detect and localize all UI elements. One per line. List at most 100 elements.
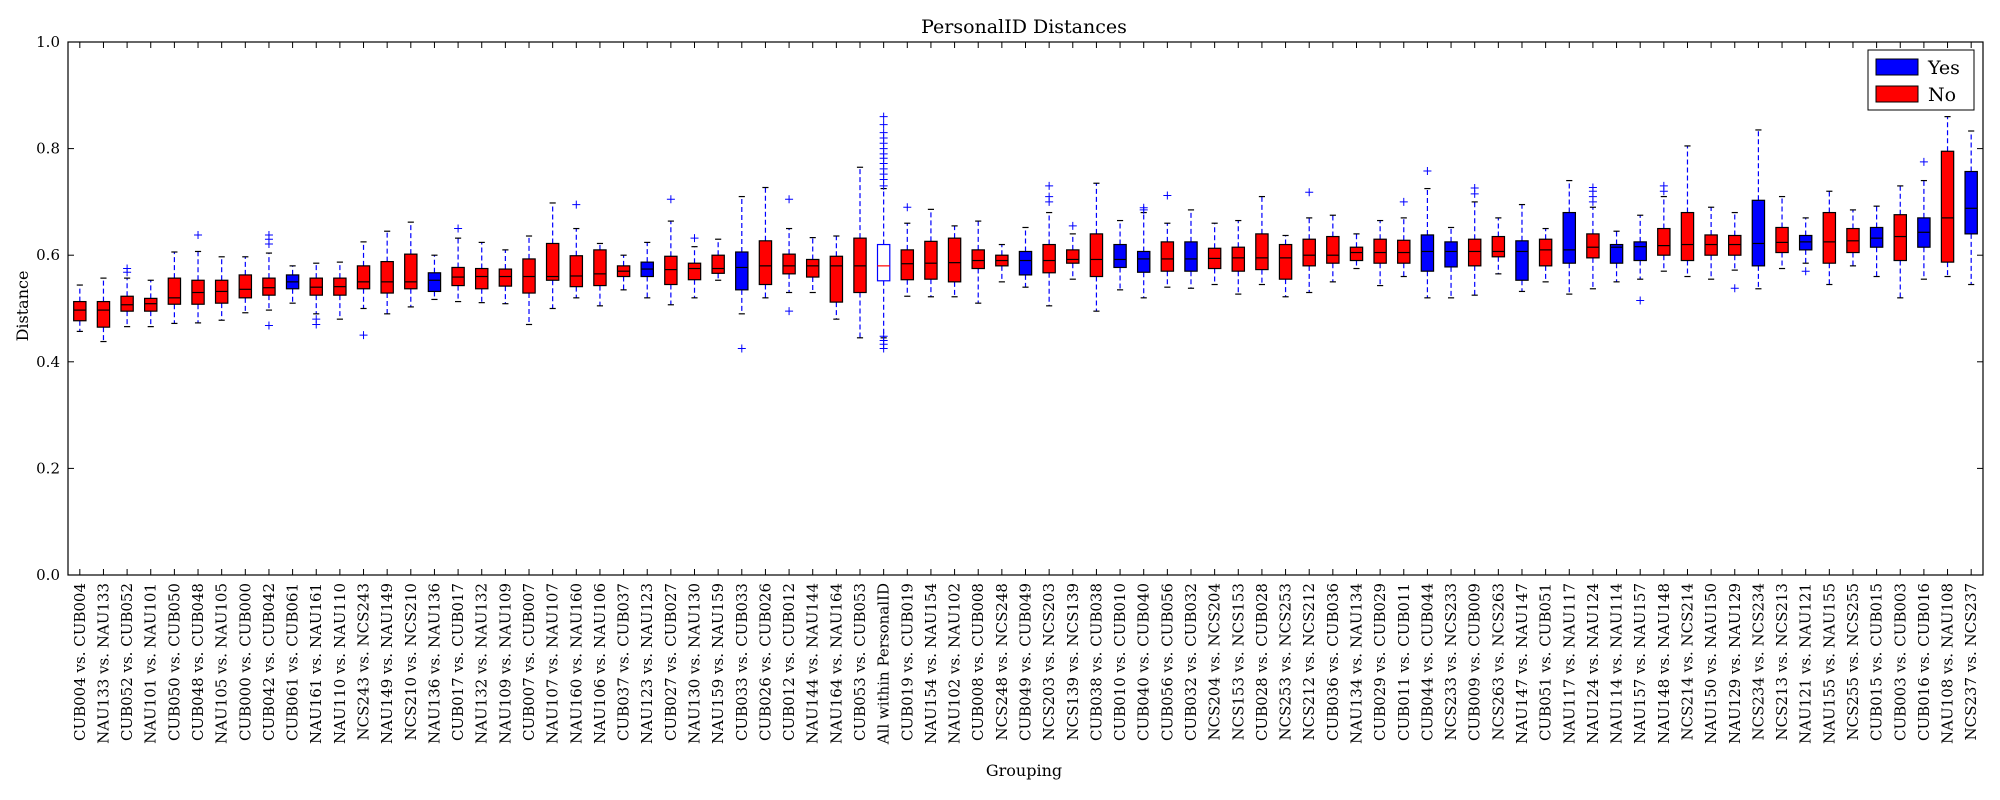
- flier-point: [737, 344, 746, 353]
- box-item: [1184, 209, 1198, 289]
- legend-label: Yes: [1927, 57, 1960, 79]
- x-tick-label: CUB032 vs. CUB032: [1182, 583, 1200, 741]
- box-item: [356, 241, 371, 340]
- box-item: [545, 202, 560, 310]
- box-body: [900, 249, 915, 281]
- x-tick-label: NAU101 vs. NAU101: [142, 583, 160, 744]
- box-item: [1089, 182, 1104, 312]
- x-tick-label: CUB052 vs. CUB052: [118, 583, 136, 741]
- x-tick-label: NAU107 vs. NAU107: [544, 583, 562, 744]
- box-item: [1467, 184, 1482, 296]
- x-tick-label: NCS153 vs. NCS153: [1229, 583, 1247, 741]
- box-item: [1893, 185, 1908, 299]
- x-tick-label: NCS237 vs. NCS237: [1962, 583, 1980, 741]
- x-tick-label: CUB048 vs. CUB048: [189, 583, 207, 741]
- box-body: [238, 274, 253, 299]
- box-item: [1160, 191, 1175, 288]
- x-tick-label: CUB003 vs. CUB003: [1891, 583, 1909, 741]
- flier-point: [1801, 267, 1810, 276]
- x-tick-label: NAU133 vs. NAU133: [94, 583, 112, 744]
- box-item: [1964, 130, 1978, 286]
- box-item: [1136, 203, 1151, 299]
- flier-point: [312, 315, 321, 324]
- x-tick-label: CUB004 vs. CUB004: [71, 583, 89, 741]
- box-item: [805, 237, 820, 294]
- box-body: [1775, 226, 1789, 254]
- box-item: [853, 166, 867, 339]
- box-item: [947, 225, 962, 298]
- box-item: [971, 220, 985, 304]
- x-tick-label: NAU117 vs. NAU117: [1560, 583, 1578, 744]
- box-item: [1302, 188, 1316, 294]
- x-tick-label: NAU159 vs. NAU159: [709, 583, 727, 744]
- flier-point: [1139, 203, 1148, 212]
- box-item: [1207, 222, 1222, 286]
- x-tick-label: CUB019 vs. CUB019: [898, 583, 916, 741]
- flier-point: [1470, 184, 1479, 193]
- box-body: [924, 240, 938, 280]
- flier-point: [1919, 157, 1928, 166]
- x-tick-label: NAU155 vs. NAU155: [1820, 583, 1838, 744]
- legend-label: No: [1928, 84, 1956, 106]
- box-item: [687, 234, 702, 299]
- box-body: [829, 255, 844, 303]
- x-tick-label: NAU102 vs. NAU102: [946, 583, 964, 744]
- x-tick-label: NAU144 vs. NAU144: [804, 583, 822, 744]
- flier-point: [1399, 197, 1408, 206]
- box-body: [1113, 243, 1127, 269]
- y-axis-label: Distance: [13, 271, 32, 342]
- x-tick-label: CUB029 vs. CUB029: [1371, 583, 1389, 741]
- box-item: [758, 186, 773, 299]
- box-item: [120, 264, 134, 328]
- flier-point: [666, 195, 675, 204]
- flier-point: [879, 120, 888, 129]
- y-tick-label: 0.8: [36, 140, 60, 158]
- box-body: [498, 268, 513, 287]
- box-body: [73, 300, 87, 322]
- box-body: [687, 262, 702, 281]
- box-item: [451, 224, 465, 303]
- y-tick-label: 0.6: [36, 246, 60, 264]
- box-body: [1893, 214, 1908, 262]
- box-body: [1444, 241, 1458, 268]
- flier-point: [1163, 191, 1172, 200]
- x-tick-label: CUB038 vs. CUB038: [1087, 583, 1105, 741]
- x-tick-label: CUB061 vs. CUB061: [284, 583, 302, 741]
- box-body: [144, 297, 158, 312]
- flier-point: [1659, 181, 1668, 190]
- box-body: [711, 254, 725, 274]
- x-tick-label: NCS139 vs. NCS139: [1064, 583, 1082, 741]
- box-body: [167, 277, 182, 305]
- box-body: [1255, 233, 1269, 271]
- box-item: [1538, 227, 1553, 283]
- x-tick-label: NCS253 vs. NCS253: [1277, 583, 1295, 741]
- x-tick-label: NAU154 vs. NAU154: [922, 583, 940, 744]
- box-body: [1798, 234, 1813, 251]
- x-tick-label: NAU124 vs. NAU124: [1584, 583, 1602, 744]
- y-tick-label: 0.4: [36, 353, 60, 371]
- box-body: [782, 253, 796, 275]
- box-item: [167, 251, 182, 325]
- flier-point: [1045, 181, 1054, 190]
- box-item: [900, 203, 915, 297]
- x-tick-label: CUB033 vs. CUB033: [733, 583, 751, 741]
- box-body: [947, 237, 962, 283]
- x-tick-label: NCS214 vs. NCS214: [1678, 583, 1696, 741]
- flier-point: [879, 332, 888, 341]
- x-tick-label: CUB040 vs. CUB040: [1135, 583, 1153, 741]
- box-body: [1822, 211, 1837, 264]
- flier-point: [454, 224, 463, 233]
- x-tick-label: NAU123 vs. NAU123: [638, 583, 656, 744]
- box-item: [380, 230, 394, 315]
- box-body: [1467, 238, 1482, 267]
- flier-point: [785, 307, 794, 316]
- box-item: [333, 261, 347, 320]
- flier-point: [1636, 296, 1645, 305]
- x-tick-label: CUB037 vs. CUB037: [615, 583, 633, 741]
- flier-point: [264, 321, 273, 330]
- flier-point: [1045, 192, 1054, 201]
- box-body: [1160, 241, 1175, 272]
- box-item: [995, 243, 1009, 283]
- box-body: [1420, 234, 1435, 272]
- box-item: [427, 254, 442, 301]
